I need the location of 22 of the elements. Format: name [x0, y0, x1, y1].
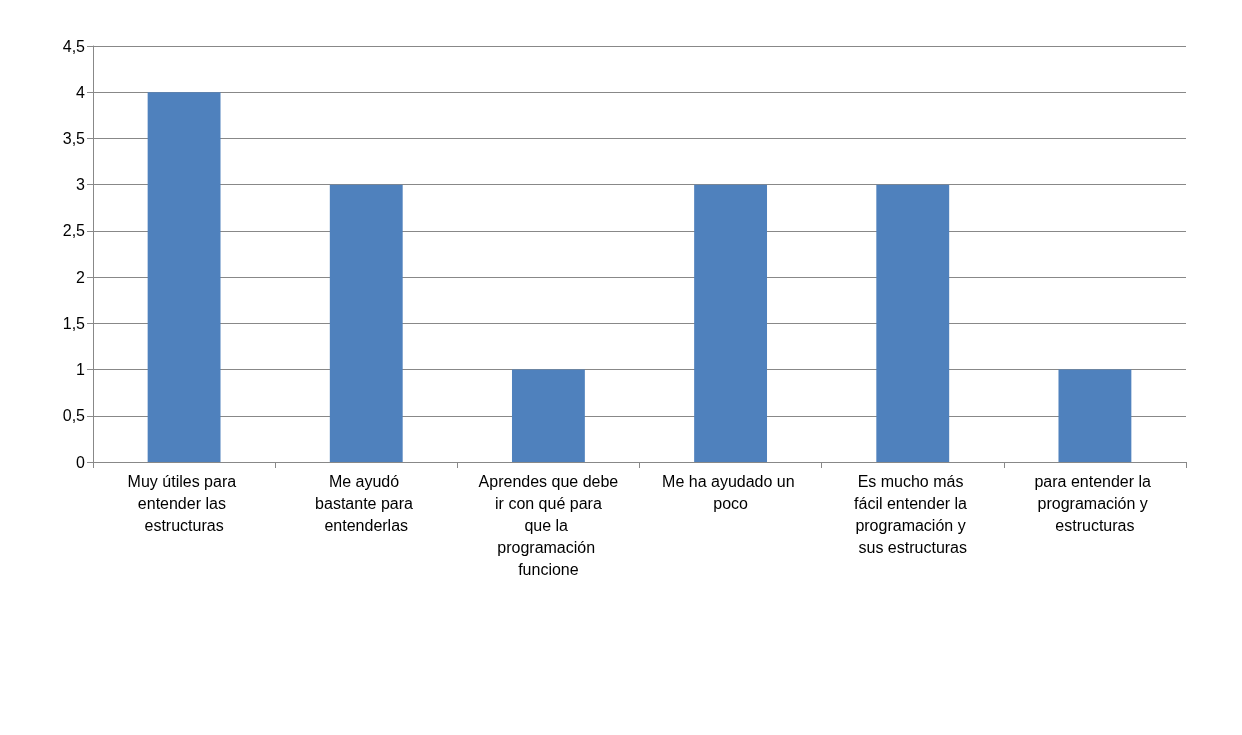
bar [694, 184, 768, 462]
bar [1058, 369, 1132, 462]
x-tick-label: para entender la programación y estructuras [1034, 472, 1156, 534]
y-tick-label: 2,5 [62, 222, 86, 240]
y-tick-label: 2 [76, 268, 86, 286]
y-tick-label: 3,5 [62, 129, 86, 147]
x-tick-label: Me ayudó bastante para entenderlas [315, 472, 418, 534]
x-tick-label: Muy útiles para entender las estructuras [127, 472, 241, 534]
y-tick-label: 0,5 [62, 407, 86, 425]
bar [511, 369, 585, 462]
y-tick-label: 0 [76, 453, 86, 471]
y-tick-label: 4 [76, 83, 86, 101]
x-tick-label: Es mucho más fácil entender la programación y sus estructuras [854, 472, 972, 556]
y-tick-label: 4,5 [62, 37, 86, 55]
y-tick-label: 1 [76, 361, 86, 379]
y-tick-label: 3 [76, 176, 86, 194]
bar [329, 184, 403, 462]
x-tick-label: Aprendes que debe ir con qué para que la programación funcione [478, 472, 619, 578]
y-tick-label: 1,5 [62, 314, 86, 332]
x-tick-label: Me ha ayudado un poco [662, 472, 800, 512]
bar [147, 92, 221, 462]
bar [876, 184, 950, 462]
